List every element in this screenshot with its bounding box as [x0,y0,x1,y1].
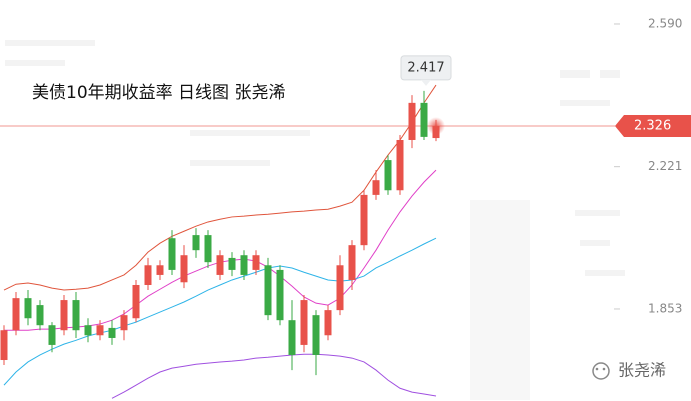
candle-body [192,235,200,251]
candle-body [216,255,224,275]
candle-body [384,160,392,191]
candle-body [108,327,116,338]
candle-body [420,102,428,137]
indicator-line [3,237,437,386]
y-tick-label: 2.590 [648,16,682,30]
candle-body [252,255,260,270]
background-decoration [5,40,625,400]
candle-body [348,245,356,280]
candle-body [72,300,80,331]
candle-body [276,269,284,321]
candle-body [204,235,212,263]
watermark-text: 张尧浠 [618,361,666,380]
candle-body [360,194,368,246]
candle-body [312,315,320,355]
high-annotation-label: 2.417 [407,60,444,75]
candle-body [156,265,164,275]
candle-body [132,284,140,319]
watermark: 张尧浠 [592,361,666,380]
candle-body [336,265,344,311]
chart-title: 美债10年期收益率 日线图 张尧浠 [32,83,285,103]
indicator-line [111,353,437,399]
candle-body [144,265,152,285]
candle-body [288,320,296,355]
candle-body [48,325,56,345]
candle-body [228,257,236,270]
candle-body [36,305,44,326]
candle-body [240,255,248,275]
candle-body [408,102,416,140]
candle-body [372,180,380,195]
candle-body [120,315,128,331]
last-price-tag [615,115,691,138]
candle-body [24,298,32,319]
candle-body [0,330,8,361]
candle-body [60,300,68,331]
candle-body [300,300,308,345]
high-annotation-pointer [421,79,431,86]
candle-body [12,298,20,331]
candle-body [84,325,92,336]
candle-body [96,325,104,336]
candle-body [324,310,332,336]
candle-body [396,139,404,191]
candle-body [180,255,188,283]
candle-body [264,265,272,316]
y-tick-label: 1.853 [648,301,682,315]
last-price-glow [427,117,445,136]
y-tick-label: 2.221 [648,159,682,173]
candle-body [168,238,176,270]
last-price-label: 2.326 [634,119,671,134]
